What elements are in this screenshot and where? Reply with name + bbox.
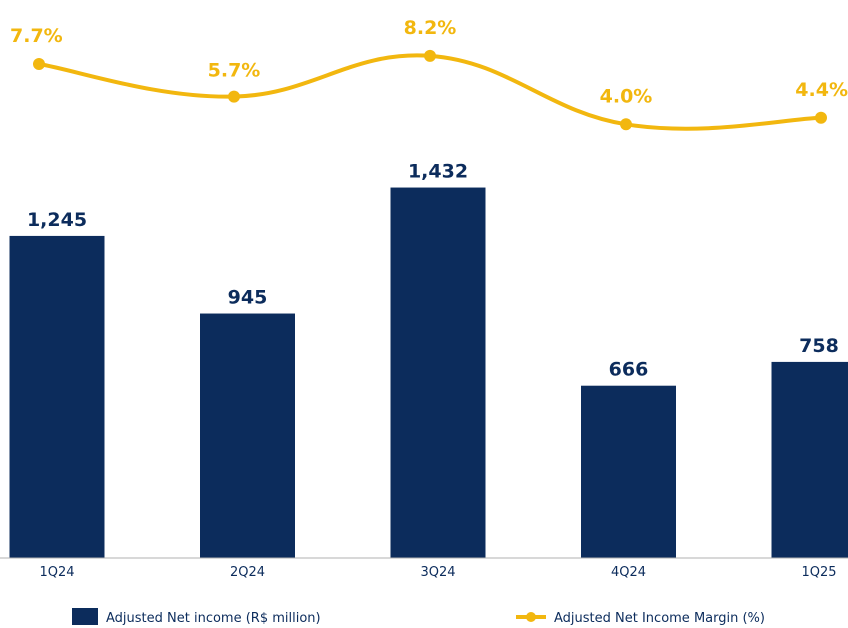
legend-bar-label: Adjusted Net income (R$ million) — [106, 611, 321, 626]
bar-value-label: 758 — [799, 335, 839, 357]
bar-series — [9, 187, 848, 558]
x-tick-label: 2Q24 — [230, 565, 265, 580]
bar-3Q24 — [390, 187, 486, 558]
legend-line-marker — [526, 612, 536, 622]
legend-bar-swatch — [72, 608, 98, 625]
bar-value-labels: 1,245 945 1,432 666 758 — [27, 161, 839, 381]
margin-value-label: 4.0% — [600, 85, 653, 107]
bar-1Q25 — [771, 361, 848, 558]
margin-value-label: 4.4% — [795, 79, 848, 101]
margin-point-1Q25 — [815, 111, 827, 124]
bar-value-label: 1,432 — [408, 161, 468, 183]
bar-value-label: 1,245 — [27, 209, 87, 231]
margin-point-3Q24 — [424, 49, 436, 62]
bar-2Q24 — [200, 313, 295, 558]
line-series — [33, 49, 827, 131]
bar-1Q24 — [9, 235, 105, 558]
x-tick-label: 1Q25 — [801, 565, 836, 580]
margin-point-1Q24 — [33, 58, 45, 70]
bar-value-label: 666 — [609, 359, 649, 381]
line-value-labels: 7.7% 5.7% 8.2% 4.0% 4.4% — [10, 17, 848, 107]
legend: Adjusted Net income (R$ million) Adjuste… — [72, 608, 765, 626]
x-tick-label: 4Q24 — [611, 565, 646, 580]
margin-value-label: 5.7% — [208, 60, 261, 82]
margin-point-4Q24 — [620, 118, 632, 131]
margin-value-label: 7.7% — [10, 25, 63, 47]
margin-value-label: 8.2% — [404, 17, 457, 39]
legend-line-label: Adjusted Net Income Margin (%) — [554, 611, 765, 626]
x-tick-labels: 1Q24 2Q24 3Q24 4Q24 1Q25 — [39, 565, 836, 580]
margin-point-2Q24 — [228, 90, 240, 103]
x-tick-label: 3Q24 — [420, 565, 455, 580]
bar-value-label: 945 — [228, 287, 268, 309]
margin-line — [37, 53, 823, 131]
x-tick-label: 1Q24 — [39, 565, 74, 580]
bar-4Q24 — [581, 385, 676, 558]
